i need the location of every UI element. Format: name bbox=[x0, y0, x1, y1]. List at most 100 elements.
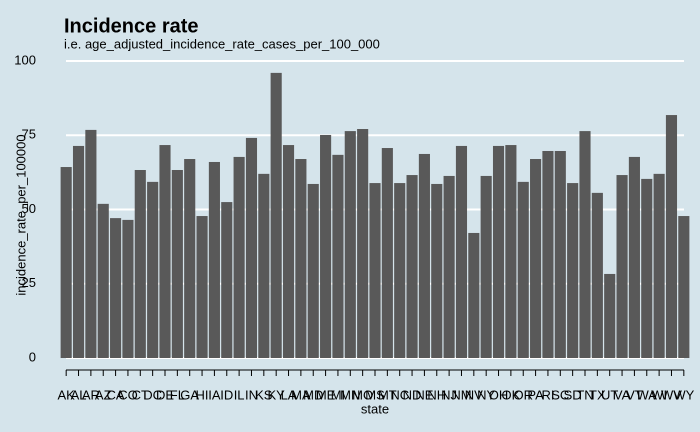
x-tick-label: IA bbox=[208, 387, 221, 402]
bar bbox=[468, 232, 480, 358]
bar bbox=[406, 175, 418, 358]
x-tick-label: MD bbox=[303, 387, 323, 402]
x-tick-label: MN bbox=[340, 387, 360, 402]
x-tick-label: LA bbox=[281, 387, 297, 402]
x-tick-label: WV bbox=[661, 387, 682, 402]
x-tick-label: OK bbox=[501, 387, 520, 402]
bar bbox=[147, 181, 159, 358]
bar bbox=[110, 218, 122, 358]
x-tick-label: NJ bbox=[441, 387, 457, 402]
x-tick-label: IN bbox=[245, 387, 258, 402]
x-tick-label: NM bbox=[451, 387, 471, 402]
x-tick-label: NY bbox=[477, 387, 495, 402]
bar bbox=[443, 175, 455, 358]
bar bbox=[665, 115, 678, 358]
bar bbox=[591, 192, 603, 358]
y-tick-label: 0 bbox=[29, 349, 36, 364]
y-tick-label: 25 bbox=[22, 275, 36, 290]
bar bbox=[245, 137, 258, 358]
x-tick-label: CT bbox=[132, 387, 149, 402]
bar bbox=[208, 161, 220, 358]
bar bbox=[579, 131, 591, 358]
bar bbox=[221, 202, 233, 358]
x-tick-label: KY bbox=[268, 387, 286, 402]
x-tick-label: HI bbox=[196, 387, 209, 402]
bar bbox=[196, 216, 208, 358]
bar bbox=[184, 159, 196, 358]
bar bbox=[394, 183, 406, 358]
x-tick-label: VT bbox=[626, 387, 643, 402]
bar bbox=[122, 219, 134, 358]
bar bbox=[517, 181, 529, 358]
bar bbox=[567, 183, 579, 358]
x-tick-label: IL bbox=[234, 387, 245, 402]
x-tick-label: WA bbox=[637, 387, 658, 402]
bar bbox=[60, 167, 72, 358]
x-tick-label: KS bbox=[255, 387, 273, 402]
bar bbox=[554, 150, 566, 358]
x-tick-label: NE bbox=[415, 387, 433, 402]
x-tick-label: MA bbox=[291, 387, 311, 402]
x-tick-label: OH bbox=[489, 387, 509, 402]
bar bbox=[171, 169, 183, 358]
x-tick-label: AK bbox=[58, 387, 76, 402]
bar bbox=[480, 175, 492, 358]
bar bbox=[85, 129, 97, 358]
x-tick-label: MO bbox=[352, 387, 373, 402]
bar bbox=[159, 145, 171, 358]
bar bbox=[431, 183, 443, 358]
y-axis-label: incidence_rate_per_100000 bbox=[13, 134, 28, 295]
chart-title: Incidence rate bbox=[64, 15, 199, 37]
bar bbox=[282, 145, 295, 358]
x-tick-label: PA bbox=[527, 387, 544, 402]
bar bbox=[233, 156, 245, 358]
bar bbox=[678, 216, 690, 358]
x-tick-label: ND bbox=[403, 387, 422, 402]
bar bbox=[542, 150, 554, 358]
bar bbox=[270, 72, 282, 358]
x-tick-label: MS bbox=[365, 387, 385, 402]
x-tick-label: AL bbox=[71, 387, 87, 402]
x-tick-label: AZ bbox=[95, 387, 112, 402]
bar bbox=[72, 145, 85, 358]
x-tick-label: ME bbox=[316, 387, 336, 402]
y-tick-label: 100 bbox=[14, 52, 36, 67]
x-tick-label: CO bbox=[118, 387, 138, 402]
bar bbox=[492, 145, 505, 358]
bar bbox=[604, 273, 616, 358]
x-tick-label: SD bbox=[564, 387, 582, 402]
x-tick-label: DC bbox=[143, 387, 162, 402]
bar bbox=[258, 173, 270, 358]
bar bbox=[505, 145, 517, 358]
x-tick-label: TN bbox=[576, 387, 593, 402]
x-axis-label: state bbox=[361, 401, 389, 416]
bar bbox=[307, 183, 319, 358]
x-tick-label: MI bbox=[331, 387, 345, 402]
x-tick-label: TX bbox=[589, 387, 606, 402]
bar bbox=[641, 178, 653, 358]
bar bbox=[455, 145, 468, 358]
bar bbox=[418, 153, 430, 358]
x-tick-label: ID bbox=[220, 387, 233, 402]
bar bbox=[320, 134, 332, 358]
x-tick-label: SC bbox=[551, 387, 569, 402]
x-tick-label: DE bbox=[156, 387, 174, 402]
chart-subtitle: i.e. age_adjusted_incidence_rate_cases_p… bbox=[64, 36, 380, 51]
x-tick-label: WY bbox=[673, 387, 694, 402]
bar bbox=[344, 131, 356, 358]
bar bbox=[97, 203, 109, 358]
bar bbox=[295, 159, 307, 358]
x-tick-label: RI bbox=[541, 387, 554, 402]
x-tick-label: GA bbox=[180, 387, 199, 402]
x-tick-label: NH bbox=[427, 387, 446, 402]
y-tick-label: 50 bbox=[22, 201, 36, 216]
x-tick-label: FL bbox=[170, 387, 185, 402]
x-tick-label: CA bbox=[107, 387, 125, 402]
x-tick-label: OR bbox=[513, 387, 533, 402]
bar bbox=[332, 154, 344, 358]
x-tick-label: WI bbox=[651, 387, 667, 402]
bar bbox=[653, 173, 665, 358]
x-tick-label: MT bbox=[378, 387, 397, 402]
bar bbox=[616, 175, 628, 358]
